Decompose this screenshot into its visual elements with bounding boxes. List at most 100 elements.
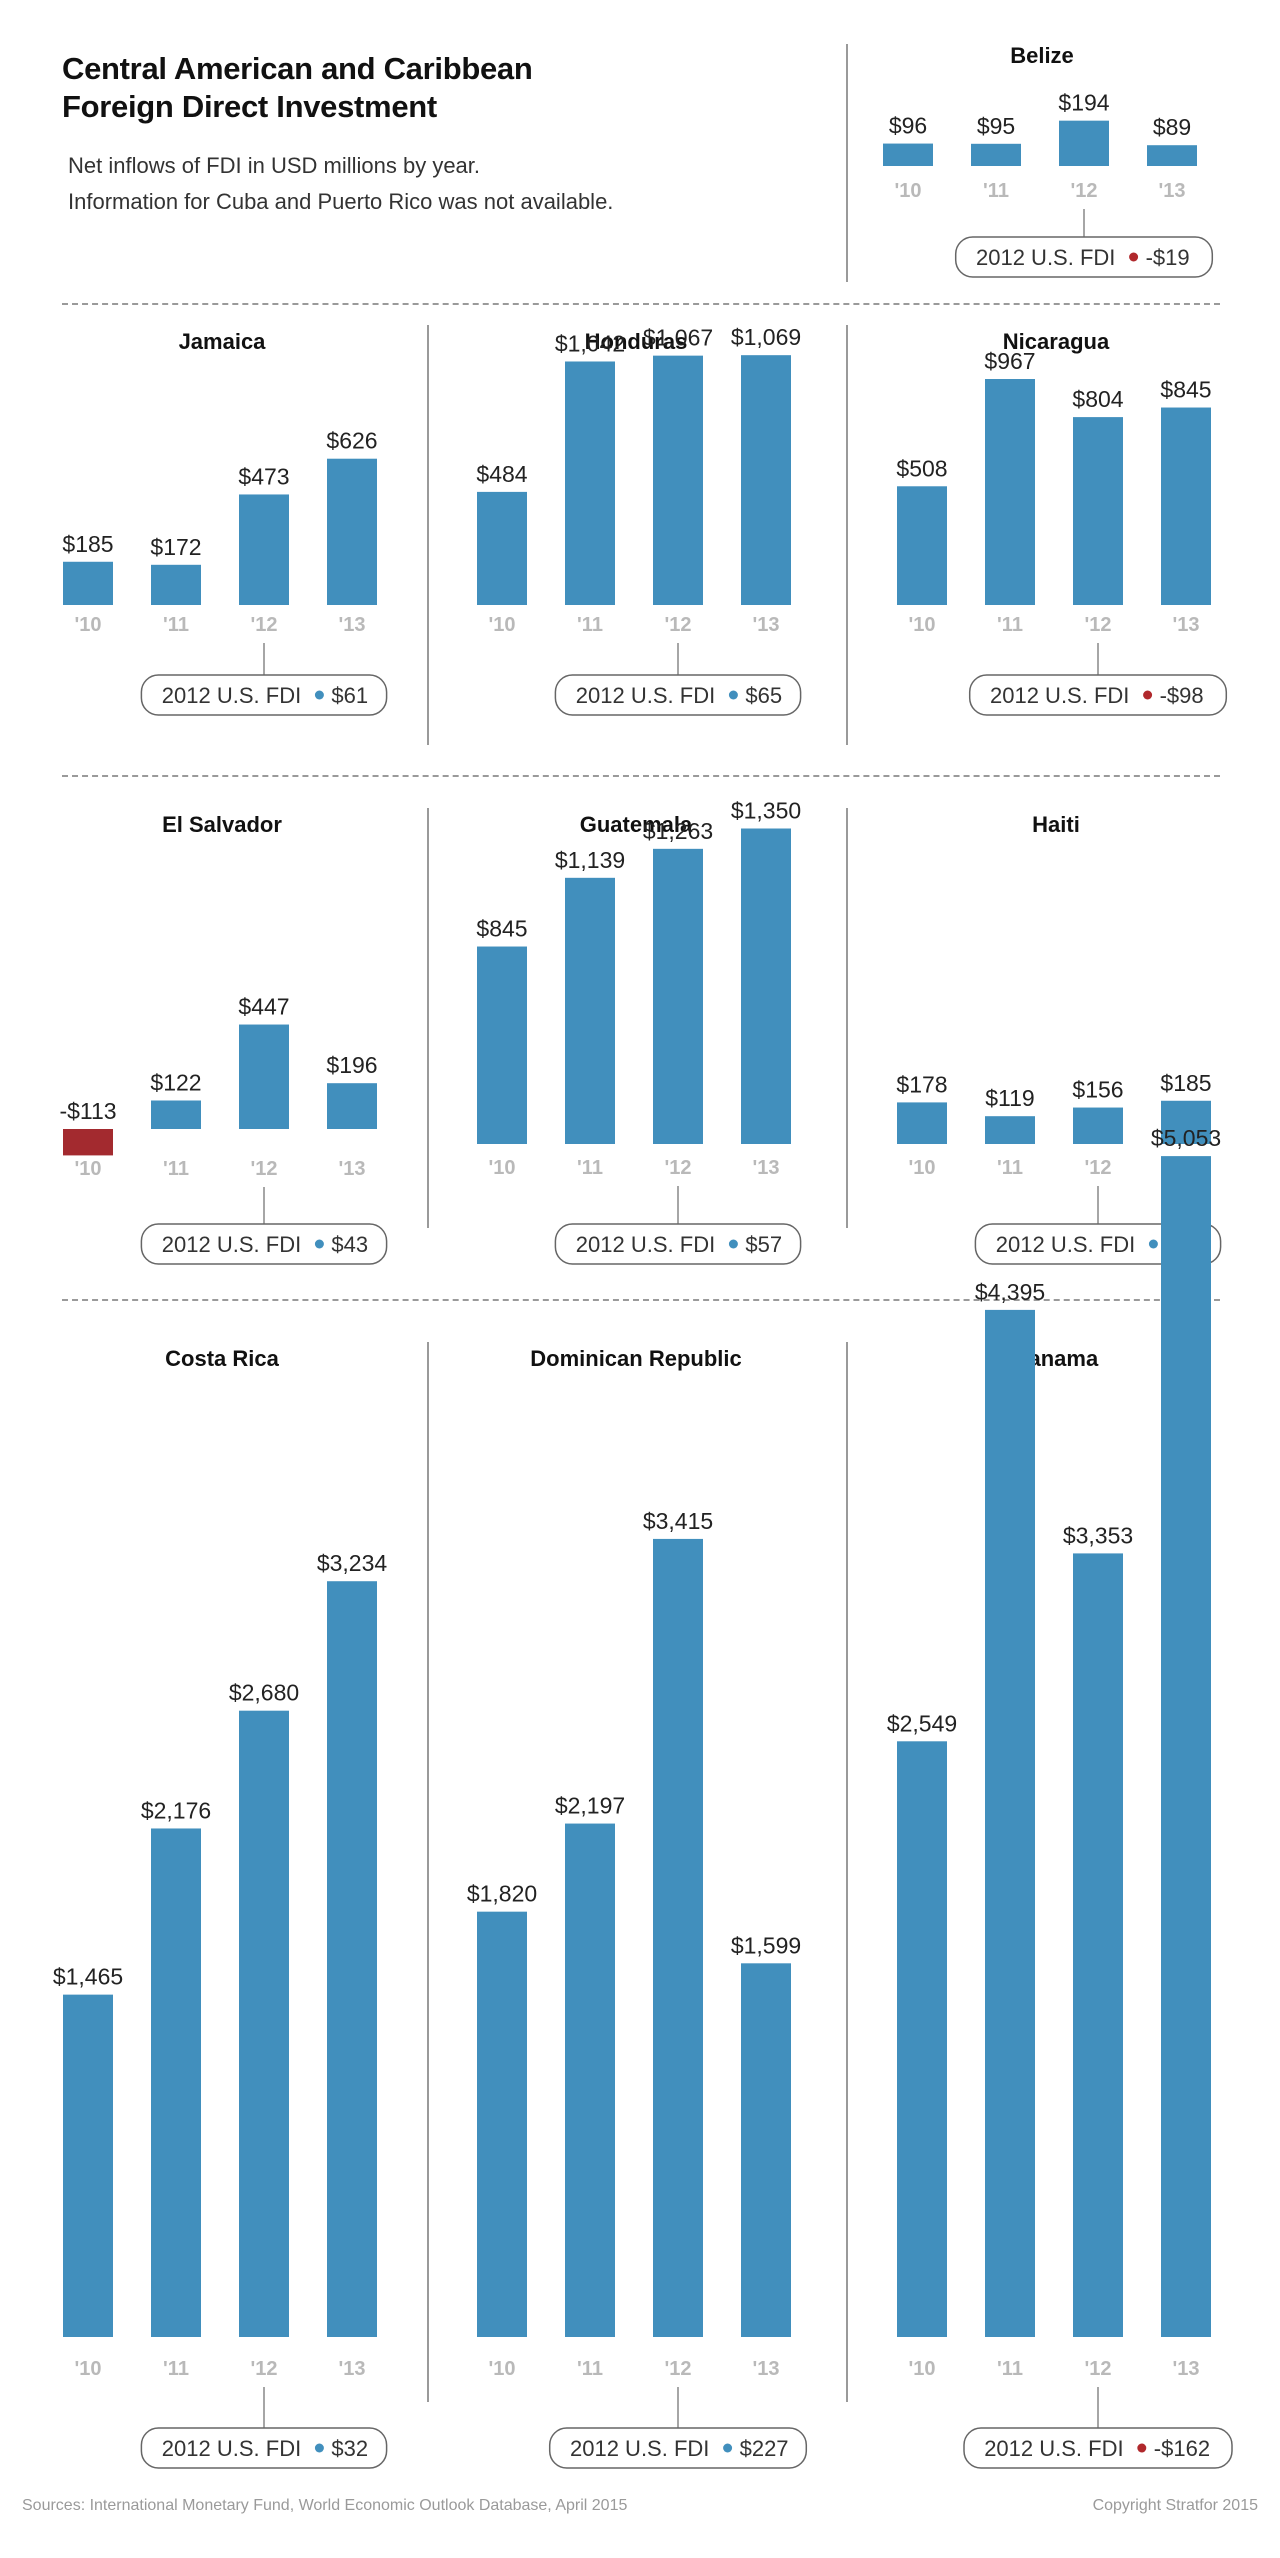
value-label-nicaragua-1: $967 [984, 348, 1035, 374]
bar-dominican-republic-3 [741, 1963, 791, 2337]
bar-panama-0 [897, 1741, 947, 2337]
year-label-dominican-republic-3: '13 [752, 2358, 779, 2380]
chart-el-salvador: El Salvador -$113 '10 $122 '11 $447 '12 $196 '13… [59, 812, 388, 1265]
chart-panama: Panama$2,549'10$4,395'11$3,353'12$5,053'… [887, 1125, 1233, 2469]
value-label-el-salvador-0: -$113 [59, 1098, 116, 1124]
value-label-haiti-2: $156 [1072, 1077, 1123, 1103]
year-label-costa-rica-0: '10 [74, 2358, 101, 2380]
year-label-jamaica-3: '13 [338, 614, 365, 636]
bar-nicaragua-0 [897, 486, 947, 605]
us-fdi-label-guatemala: 2012 U.S. FDI [576, 1232, 715, 1257]
bar-panama-3 [1161, 1156, 1211, 2337]
us-fdi-pill-panama [963, 2427, 1233, 2469]
panel-title-haiti: Haiti [1032, 812, 1080, 837]
bar-guatemala-3 [741, 828, 791, 1144]
row-divider-1 [62, 303, 1220, 305]
value-label-el-salvador-1: $122 [150, 1069, 201, 1095]
bar-el-salvador-1 [151, 1100, 201, 1129]
year-label-dominican-republic-0: '10 [488, 2358, 515, 2380]
title-line-1: Central American and Caribbean [62, 51, 533, 86]
value-label-guatemala-3: $1,350 [731, 798, 801, 824]
year-label-panama-3: '13 [1172, 2358, 1199, 2380]
value-label-dominican-republic-0: $1,820 [467, 1881, 537, 1907]
value-label-nicaragua-0: $508 [896, 455, 947, 481]
us-fdi-label-haiti: 2012 U.S. FDI [996, 1232, 1135, 1257]
year-label-costa-rica-3: '13 [338, 2358, 365, 2380]
chart-guatemala: Guatemala $845 '10 $1,139 '11 $1,263 '12 $1,350… [476, 798, 802, 1265]
bar-nicaragua-1 [985, 379, 1035, 605]
bar-el-salvador-3 [327, 1083, 377, 1129]
us-fdi-dot-jamaica [314, 690, 324, 700]
year-label-el-salvador-1: '11 [163, 1158, 189, 1180]
value-label-guatemala-0: $845 [476, 916, 527, 942]
us-fdi-dot-dominican-republic [723, 2443, 733, 2453]
value-label-el-salvador-2: $447 [238, 994, 289, 1020]
us-fdi-label-dominican-republic: 2012 U.S. FDI [570, 2436, 709, 2461]
year-label-honduras-1: '11 [577, 614, 603, 636]
us-fdi-pill-honduras [554, 674, 802, 716]
us-fdi-label-costa-rica: 2012 U.S. FDI [162, 2436, 301, 2461]
panel-title-honduras: Honduras [585, 329, 688, 354]
value-label-honduras-1: $1,042 [555, 330, 625, 356]
us-fdi-label-belize: 2012 U.S. FDI [976, 245, 1115, 270]
row-divider-2 [62, 775, 1220, 777]
bar-nicaragua-3 [1161, 407, 1211, 605]
year-label-el-salvador-2: '12 [250, 1158, 277, 1180]
chart-nicaragua: Nicaragua $508 '10 $967 '11 $804 '12 $845 '13 201… [896, 329, 1228, 716]
year-label-belize-1: '11 [983, 180, 1009, 202]
divider-row1-a [427, 325, 429, 745]
year-label-panama-0: '10 [908, 2358, 935, 2380]
divider-row3-a [427, 1342, 429, 2402]
panel-title-jamaica: Jamaica [179, 329, 267, 354]
value-label-panama-1: $4,395 [975, 1279, 1045, 1305]
chart-jamaica: Jamaica $185 '10 $172 '11 $473 '12 $626 '13 2012 … [62, 329, 388, 716]
us-fdi-pill-belize [954, 236, 1214, 278]
year-label-panama-1: '11 [997, 2358, 1023, 2380]
bar-costa-rica-1 [151, 1828, 201, 2337]
bar-belize-3 [1147, 145, 1197, 166]
value-label-costa-rica-3: $3,234 [317, 1550, 388, 1576]
year-label-belize-2: '12 [1070, 180, 1097, 202]
us-fdi-value-belize: -$19 [1146, 245, 1190, 270]
year-label-costa-rica-2: '12 [250, 2358, 277, 2380]
value-label-belize-2: $194 [1058, 90, 1109, 116]
bar-nicaragua-2 [1073, 417, 1123, 605]
value-label-jamaica-2: $473 [238, 463, 289, 489]
bar-jamaica-3 [327, 458, 377, 605]
us-fdi-label-nicaragua: 2012 U.S. FDI [990, 683, 1129, 708]
year-label-el-salvador-0: '10 [74, 1158, 101, 1180]
value-label-belize-3: $89 [1153, 114, 1191, 140]
bar-honduras-0 [477, 491, 527, 605]
bar-haiti-2 [1073, 1107, 1123, 1144]
year-label-nicaragua-3: '13 [1172, 614, 1199, 636]
bar-el-salvador-2 [239, 1024, 289, 1129]
value-label-guatemala-1: $1,139 [555, 847, 625, 873]
us-fdi-label-panama: 2012 U.S. FDI [984, 2436, 1123, 2461]
bar-guatemala-0 [477, 946, 527, 1144]
us-fdi-pill-el-salvador [140, 1223, 388, 1265]
bar-costa-rica-0 [63, 1994, 113, 2337]
value-label-panama-2: $3,353 [1063, 1522, 1133, 1548]
panel-title-guatemala: Guatemala [580, 812, 693, 837]
divider-row3-b [846, 1342, 848, 2402]
chart-belize: Belize $96 '10 $95 '11 $194 '12 $89 '13 2012 U.S.… [883, 43, 1214, 278]
us-fdi-dot-honduras [728, 690, 738, 700]
value-label-el-salvador-3: $196 [326, 1052, 377, 1078]
year-label-jamaica-0: '10 [74, 614, 101, 636]
year-label-belize-3: '13 [1158, 180, 1185, 202]
bar-dominican-republic-2 [653, 1538, 703, 2337]
bar-jamaica-2 [239, 494, 289, 605]
panel-title-costa-rica: Costa Rica [165, 1346, 279, 1371]
us-fdi-dot-nicaragua [1143, 690, 1153, 700]
divider-row2-b [846, 808, 848, 1228]
subtitle-line-2: Information for Cuba and Puerto Rico was… [68, 189, 614, 214]
us-fdi-value-guatemala: $57 [745, 1232, 782, 1257]
bar-panama-2 [1073, 1553, 1123, 2337]
bar-jamaica-0 [63, 561, 113, 605]
us-fdi-value-nicaragua: -$98 [1160, 683, 1204, 708]
value-label-honduras-2: $1,067 [643, 325, 713, 351]
value-label-costa-rica-1: $2,176 [141, 1797, 211, 1823]
bar-dominican-republic-0 [477, 1911, 527, 2337]
value-label-dominican-republic-1: $2,197 [555, 1793, 625, 1819]
us-fdi-dot-costa-rica [314, 2443, 324, 2453]
